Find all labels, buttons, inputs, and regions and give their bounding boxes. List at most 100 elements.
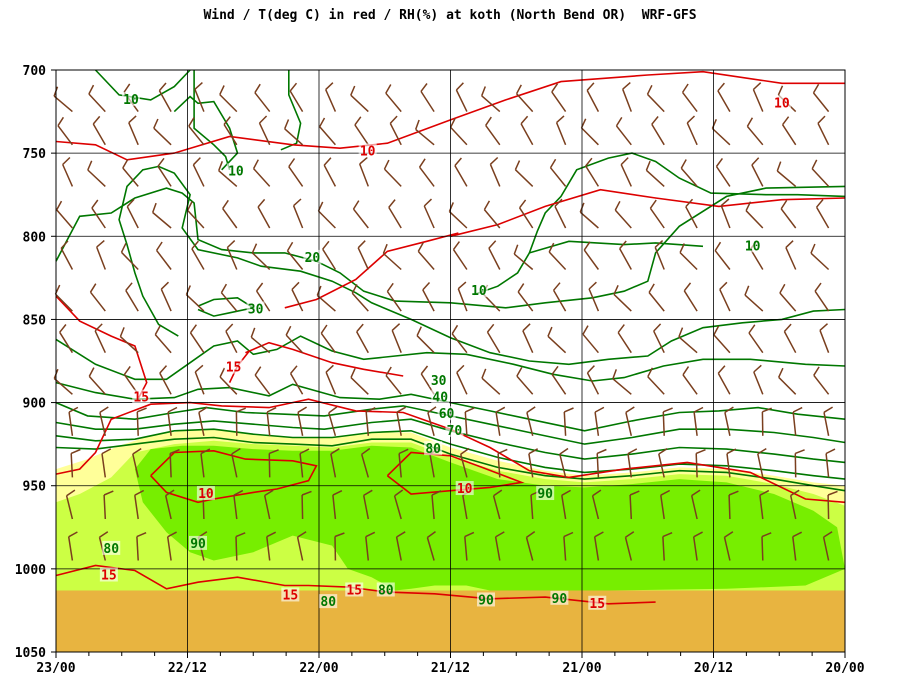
- wind-barb: [744, 285, 764, 312]
- wind-barb: [125, 282, 139, 312]
- wind-barb: [263, 489, 274, 520]
- wind-barb: [457, 281, 468, 312]
- wind-barb-feather: [515, 84, 522, 95]
- wind-barb: [613, 284, 632, 312]
- wind-barb: [250, 327, 271, 354]
- wind-barb-staff: [662, 411, 665, 436]
- wind-barb: [549, 158, 567, 187]
- rh-contour-label: 10: [123, 93, 139, 108]
- wind-barb: [431, 490, 442, 520]
- wind-barb: [89, 283, 106, 312]
- wind-barb-staff: [120, 251, 139, 271]
- temperature-contour-label-bg: [281, 587, 300, 602]
- wind-barb: [389, 115, 402, 146]
- wind-barb-staff: [662, 536, 665, 561]
- wind-barb: [159, 365, 172, 395]
- wind-barb-feather: [289, 82, 298, 92]
- wind-barb-staff: [286, 250, 304, 270]
- wind-barb-staff: [53, 377, 73, 395]
- wind-barb: [810, 243, 830, 271]
- wind-barb-feather: [649, 199, 657, 209]
- wind-barb-feather: [724, 406, 734, 414]
- wind-barb-feather: [551, 365, 559, 375]
- wind-barb: [658, 447, 668, 478]
- rh-contour-label-bg: [445, 422, 464, 437]
- wind-barb-feather: [464, 531, 475, 538]
- wind-barb-feather: [517, 283, 525, 293]
- wind-barb: [492, 489, 503, 520]
- wind-barb: [185, 285, 205, 312]
- rh-contour-label: 70: [447, 424, 463, 439]
- wind-barb-feather: [757, 447, 767, 455]
- wind-barb-feather: [365, 531, 376, 538]
- wind-barb-feather: [194, 364, 204, 373]
- wind-barb: [728, 490, 739, 520]
- wind-barb-staff: [620, 164, 632, 187]
- wind-barb: [620, 157, 632, 187]
- wind-barb-staff: [455, 89, 468, 112]
- wind-barb-staff: [464, 536, 468, 561]
- wind-barb-staff: [464, 411, 468, 436]
- wind-barb: [518, 199, 534, 229]
- wind-barb-feather: [359, 156, 368, 165]
- wind-barb: [103, 490, 114, 520]
- wind-barb: [812, 83, 830, 113]
- wind-barb: [67, 531, 78, 561]
- wind-barb-staff: [823, 412, 830, 436]
- wind-barb: [615, 117, 632, 146]
- wind-barb: [678, 327, 698, 354]
- wind-barb: [552, 282, 567, 312]
- rh-contour-label: 80: [103, 542, 119, 557]
- rh-contour-label-bg: [469, 283, 488, 298]
- rh-contour: [118, 165, 846, 366]
- wind-barb-feather: [363, 489, 373, 497]
- rh-contour-label: 30: [431, 374, 447, 389]
- wind-barb: [60, 240, 74, 270]
- wind-barb-feather: [91, 199, 99, 209]
- wind-barb-staff: [483, 209, 501, 229]
- wind-barb-feather: [464, 407, 475, 413]
- wind-barb-staff: [253, 168, 271, 187]
- wind-barb-staff: [613, 293, 632, 312]
- rh-contour-label: 80: [378, 583, 394, 598]
- wind-barb: [251, 243, 271, 271]
- rh-contour-label: 10: [745, 239, 761, 254]
- wind-barb-feather: [325, 82, 334, 91]
- wind-barb-feather: [301, 490, 312, 496]
- y-tick-label: 1000: [15, 563, 46, 578]
- wind-barb-feather: [777, 85, 784, 96]
- wind-barb-staff: [526, 412, 534, 436]
- wind-barb-staff: [222, 208, 238, 229]
- wind-barb-feather: [592, 489, 602, 497]
- rh-contour: [55, 401, 846, 445]
- wind-barb-feather: [662, 532, 673, 538]
- wind-barb-feather: [217, 161, 224, 171]
- wind-barb: [449, 118, 468, 146]
- wind-barb-staff: [481, 95, 501, 113]
- wind-barb-feather: [748, 324, 756, 334]
- wind-barb: [191, 240, 205, 270]
- wind-barb: [823, 406, 833, 436]
- wind-barb-staff: [450, 126, 468, 146]
- wind-barb: [662, 407, 673, 436]
- wind-barb-feather: [256, 282, 264, 292]
- wind-barb: [654, 240, 665, 270]
- wind-barb-feather: [682, 366, 690, 376]
- wind-barb: [426, 530, 436, 561]
- wind-barb-staff: [254, 92, 271, 113]
- wind-barb-feather: [683, 282, 692, 292]
- wind-barb: [91, 199, 106, 229]
- wind-barb-feather: [588, 281, 597, 290]
- wind-barb: [328, 406, 338, 437]
- wind-barb-staff: [59, 331, 74, 354]
- wind-barb: [827, 490, 838, 520]
- wind-barb: [686, 115, 698, 146]
- rh-contour-label: 40: [432, 391, 448, 406]
- wind-barb: [383, 159, 402, 187]
- wind-barb: [101, 448, 112, 478]
- wind-barb: [59, 324, 74, 354]
- wind-barb: [194, 364, 205, 395]
- wind-barb-staff: [218, 170, 238, 187]
- rh-contour-label: 60: [439, 407, 455, 422]
- wind-barb: [325, 82, 337, 112]
